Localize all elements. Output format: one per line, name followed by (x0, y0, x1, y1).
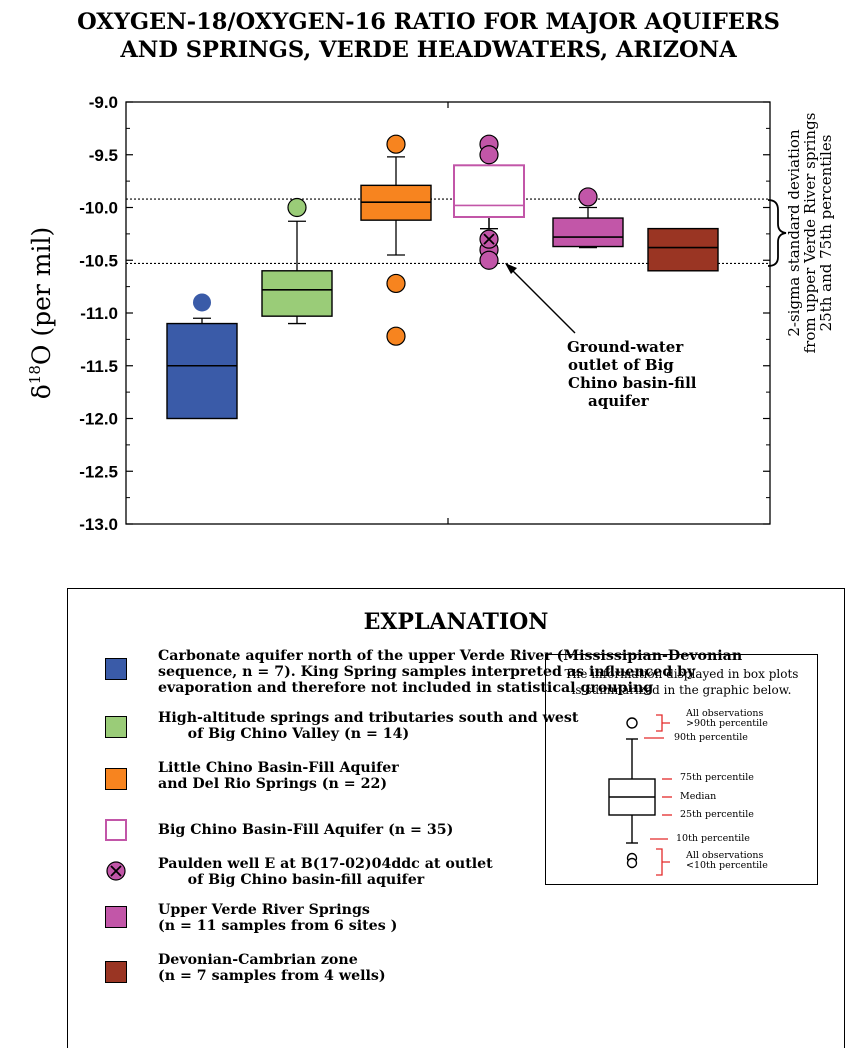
reference-brace (767, 199, 787, 267)
y-tick-label: -9.0 (89, 93, 118, 112)
legend-item-3-line-2: and Del Rio Springs (n = 22) (158, 776, 388, 792)
y-tick-label: -12.0 (79, 410, 118, 429)
chart-title-line1: OXYGEN-18/OXYGEN-16 RATIO FOR MAJOR AQUI… (77, 9, 780, 35)
reference-label-line-1: 2-sigma standard deviation (785, 129, 803, 337)
key-bracket-low (656, 848, 670, 876)
outlier-2-1 (287, 197, 307, 218)
legend-swatch-6 (105, 906, 127, 928)
legend-item-1-line-2: sequence, n = 7). King Spring samples in… (158, 664, 696, 680)
key-label-above90-1: All observations (686, 708, 764, 719)
explanation-heading: EXPLANATION (363, 609, 549, 635)
legend-item-1-line-3: evaporation and therefore not included i… (158, 680, 654, 696)
legend-swatch-1 (105, 658, 127, 680)
outlier-3-1 (386, 134, 406, 154)
key-diagram (608, 714, 672, 876)
legend-item-6-line-2: (n = 11 samples from 6 sites ) (158, 918, 398, 934)
y-tick-label: -13.0 (79, 515, 118, 534)
chart-title: OXYGEN-18/OXYGEN-16 RATIO FOR MAJOR AQUI… (0, 8, 857, 64)
y-tick-label: -11.0 (80, 304, 118, 323)
key-label-below10-2: <10th percentile (686, 860, 768, 871)
legend-item-2-line-2: of Big Chino Valley (n = 14) (158, 726, 410, 742)
key-label-p75: 75th percentile (680, 772, 754, 783)
box-plot-key-panel: The information displayed in box plots i… (545, 654, 818, 885)
key-label-above90-2: >90th percentile (686, 718, 768, 729)
legend-item-1-line-1: Carbonate aquifer north of the upper Ver… (158, 648, 743, 664)
plot-frame (125, 101, 771, 525)
key-label-p90: 90th percentile (674, 732, 748, 743)
outlier-1-1 (193, 293, 211, 312)
explanation-panel: EXPLANATION (67, 588, 845, 1048)
y-axis-label: δ18O (per mil) (26, 227, 56, 400)
annotation-arrow-head (505, 263, 517, 274)
outlier-3-2 (386, 273, 406, 294)
key-label-below10-1: All observations (686, 850, 764, 861)
annotation-arrow-line (509, 267, 576, 334)
annotation-line-3: Chino basin-fill (568, 374, 697, 392)
box-4 (453, 164, 525, 218)
annotation-line-1: Ground-water (567, 338, 684, 356)
legend-item-7-line-1: Devonian-Cambrian zone (158, 952, 358, 968)
y-tick-label: -9.5 (89, 146, 118, 165)
legend-swatch-3 (105, 768, 127, 790)
key-heading-line1: The information displayed in box plots (564, 667, 799, 681)
legend-item-5-line-1: Paulden well E at B(17-02)04ddc at outle… (158, 856, 493, 872)
outlier-3-3 (386, 326, 406, 346)
y-tick-label: -12.5 (79, 462, 118, 481)
y-tick-label: -10.0 (79, 199, 118, 218)
annotation-line-2: outlet of Big (568, 356, 674, 374)
box-1 (166, 322, 238, 420)
y-tick-label: -11.5 (80, 357, 118, 376)
legend-item-5-line-2: of Big Chino basin-fill aquifer (158, 872, 425, 888)
key-label-p25: 25th percentile (680, 809, 754, 820)
chart-title-line2: AND SPRINGS, VERDE HEADWATERS, ARIZONA (120, 37, 737, 63)
legend-item-4-line-1: Big Chino Basin-Fill Aquifer (n = 35) (158, 822, 454, 838)
y-tick-label: -10.5 (79, 251, 118, 270)
key-outlier-low-marker-2 (626, 857, 638, 869)
key-label-median: Median (680, 791, 717, 802)
key-heading-line2: is summarized in the graphic below. (571, 683, 792, 697)
legend-circle-x-icon (106, 861, 126, 881)
outlier-5-1 (578, 187, 598, 207)
box-5 (552, 217, 624, 248)
special-point-x2 (483, 233, 495, 245)
plot-layer: -9.0 -9.5 -10.0 -10.5 -11.0 -11.5 -12.0 -12.5 -1… (26, 93, 835, 534)
box-6 (647, 227, 719, 272)
legend-item-2-line-1: High-altitude springs and tributaries so… (158, 710, 579, 726)
box-2 (261, 270, 333, 317)
legend-swatch-5 (105, 860, 127, 882)
key-label-p10: 10th percentile (676, 833, 750, 844)
legend-item-6-line-1: Upper Verde River Springs (158, 902, 370, 918)
legend-item-3-line-1: Little Chino Basin-Fill Aquifer (158, 760, 399, 776)
legend-item-7-line-2: (n = 7 samples from 4 wells) (158, 968, 386, 984)
reference-label-line-3: 25th and 75th percentiles (817, 135, 835, 332)
outlier-4-2 (479, 145, 499, 165)
key-bracket-high (656, 714, 670, 732)
key-outlier-high-marker (626, 717, 638, 729)
legend-swatch-2 (105, 716, 127, 738)
box-plot-chart: -9.0 -9.5 -10.0 -10.5 -11.0 -11.5 -12.0 -12.5 -1… (26, 93, 835, 534)
legend-swatch-7 (105, 961, 127, 983)
annotation-line-4: aquifer (588, 392, 650, 410)
outlier-4-4 (479, 250, 499, 270)
reference-label-line-2: from upper Verde River springs (801, 113, 819, 354)
legend-swatch-4 (105, 819, 127, 841)
